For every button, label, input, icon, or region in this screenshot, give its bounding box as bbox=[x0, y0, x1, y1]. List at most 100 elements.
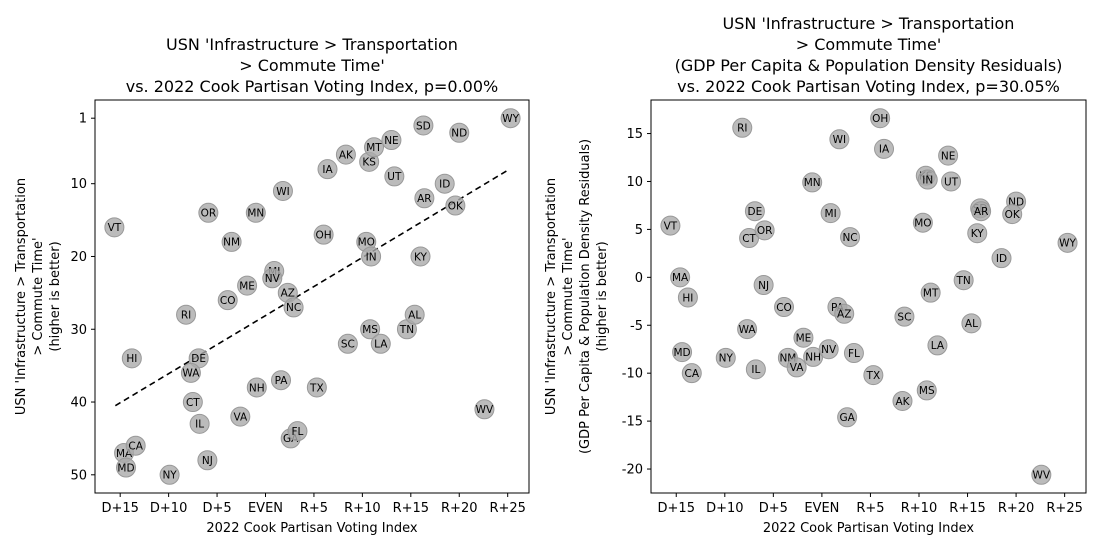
point-label: MD bbox=[673, 347, 690, 359]
point-label: SD bbox=[416, 120, 431, 132]
point-label: PA bbox=[275, 375, 289, 387]
point-label: VA bbox=[790, 362, 805, 374]
point-label: OH bbox=[316, 229, 332, 241]
data-point-wi bbox=[272, 180, 293, 201]
data-point-nd bbox=[449, 122, 470, 143]
point-label: OR bbox=[757, 225, 773, 237]
data-point-ga bbox=[837, 407, 858, 428]
point-label: AK bbox=[895, 396, 910, 408]
point-label: NY bbox=[719, 353, 734, 365]
y-axis-label-line: (higher is better) bbox=[48, 241, 63, 351]
data-point-wi bbox=[829, 129, 850, 150]
point-label: ME bbox=[796, 333, 812, 345]
point-label: HI bbox=[682, 292, 693, 304]
data-point-ak bbox=[892, 390, 913, 411]
data-point-mt bbox=[364, 137, 384, 158]
y-tick-label: 15 bbox=[626, 127, 643, 142]
point-label: NJ bbox=[758, 280, 769, 292]
point-label: CO bbox=[220, 295, 236, 307]
point-label: NM bbox=[223, 237, 240, 249]
data-point-ar bbox=[414, 188, 435, 209]
data-point-az bbox=[834, 303, 855, 324]
point-label: FL bbox=[292, 426, 304, 438]
point-label: SC bbox=[897, 311, 911, 323]
x-axis-label: 2022 Cook Partisan Voting Index bbox=[206, 521, 418, 536]
data-point-ri bbox=[732, 117, 753, 138]
y-axis-label: USN 'Infrastructure > Transportation > Co… bbox=[14, 178, 63, 415]
y-axis-label-line: > Commute Time' bbox=[561, 237, 576, 355]
data-point-ct bbox=[182, 392, 203, 413]
data-point-or bbox=[754, 220, 775, 241]
data-point-oh bbox=[870, 108, 891, 129]
point-label: RI bbox=[181, 309, 191, 321]
x-tick-label: D+10 bbox=[706, 501, 743, 516]
data-point-wy bbox=[500, 108, 521, 129]
point-label: NH bbox=[805, 352, 821, 364]
point-label: UT bbox=[387, 171, 402, 183]
point-label: MI bbox=[825, 208, 837, 220]
data-point-in bbox=[361, 246, 382, 267]
data-point-nh bbox=[246, 377, 267, 398]
x-tick-label: R+20 bbox=[441, 501, 477, 516]
point-label: CA bbox=[685, 368, 700, 380]
point-label: CO bbox=[776, 302, 792, 314]
data-point-mn bbox=[802, 172, 823, 193]
data-point-il bbox=[745, 359, 766, 380]
point-label: AZ bbox=[837, 309, 851, 321]
point-label: AL bbox=[965, 318, 978, 330]
point-label: KY bbox=[414, 251, 428, 263]
point-label: VT bbox=[108, 222, 122, 234]
data-point-ky bbox=[967, 223, 988, 244]
point-label: CT bbox=[742, 233, 756, 245]
point-label: CT bbox=[186, 397, 200, 409]
y-axis-label: USN 'Infrastructure > Transportation > Co… bbox=[544, 139, 610, 454]
data-point-in bbox=[917, 169, 938, 190]
point-label: NC bbox=[286, 302, 301, 314]
y-tick-label: -15 bbox=[622, 415, 643, 430]
data-point-vt bbox=[104, 217, 125, 238]
data-point-nm bbox=[221, 231, 242, 252]
data-point-me bbox=[237, 275, 258, 296]
chart-title-line: > Commute Time' bbox=[239, 56, 385, 75]
data-point-ms bbox=[360, 319, 381, 340]
point-label: NE bbox=[941, 150, 956, 162]
point-label: MA bbox=[672, 272, 689, 284]
data-point-ny bbox=[159, 464, 180, 485]
y-tick-label: -10 bbox=[622, 367, 643, 382]
data-point-va bbox=[230, 406, 251, 427]
point-label: CA bbox=[128, 440, 143, 452]
point-label: VT bbox=[664, 220, 678, 232]
point-label: NV bbox=[265, 273, 281, 285]
point-label: MS bbox=[919, 385, 935, 397]
point-label: MO bbox=[358, 237, 375, 249]
data-point-or bbox=[198, 202, 219, 223]
data-point-md bbox=[672, 342, 693, 363]
point-label: RI bbox=[737, 123, 747, 135]
chart-title-line: (GDP Per Capita & Population Density Res… bbox=[675, 56, 1063, 75]
point-label: AR bbox=[974, 206, 988, 218]
chart-title-line: > Commute Time' bbox=[796, 35, 942, 54]
y-tick-label: 10 bbox=[626, 175, 643, 190]
point-label: HI bbox=[126, 353, 137, 365]
data-point-hi bbox=[121, 348, 142, 369]
data-point-al bbox=[961, 313, 982, 334]
point-label: AZ bbox=[281, 288, 295, 300]
data-point-ky bbox=[410, 246, 431, 267]
point-label: GA bbox=[839, 412, 855, 424]
point-label: OR bbox=[201, 208, 217, 220]
point-label: TN bbox=[399, 324, 414, 336]
point-label: SC bbox=[341, 339, 355, 351]
data-point-va bbox=[786, 357, 807, 378]
point-label: NJ bbox=[202, 455, 213, 467]
point-label: WY bbox=[502, 113, 519, 125]
y-tick-label: -5 bbox=[630, 319, 643, 334]
point-label: OK bbox=[1005, 209, 1021, 221]
data-point-ut bbox=[941, 171, 962, 192]
point-label: WI bbox=[833, 134, 846, 146]
data-point-fl bbox=[287, 421, 308, 442]
x-tick-label: R+15 bbox=[393, 501, 429, 516]
trend-line bbox=[114, 168, 511, 407]
point-label: TX bbox=[309, 382, 324, 394]
data-point-sd bbox=[413, 115, 434, 136]
